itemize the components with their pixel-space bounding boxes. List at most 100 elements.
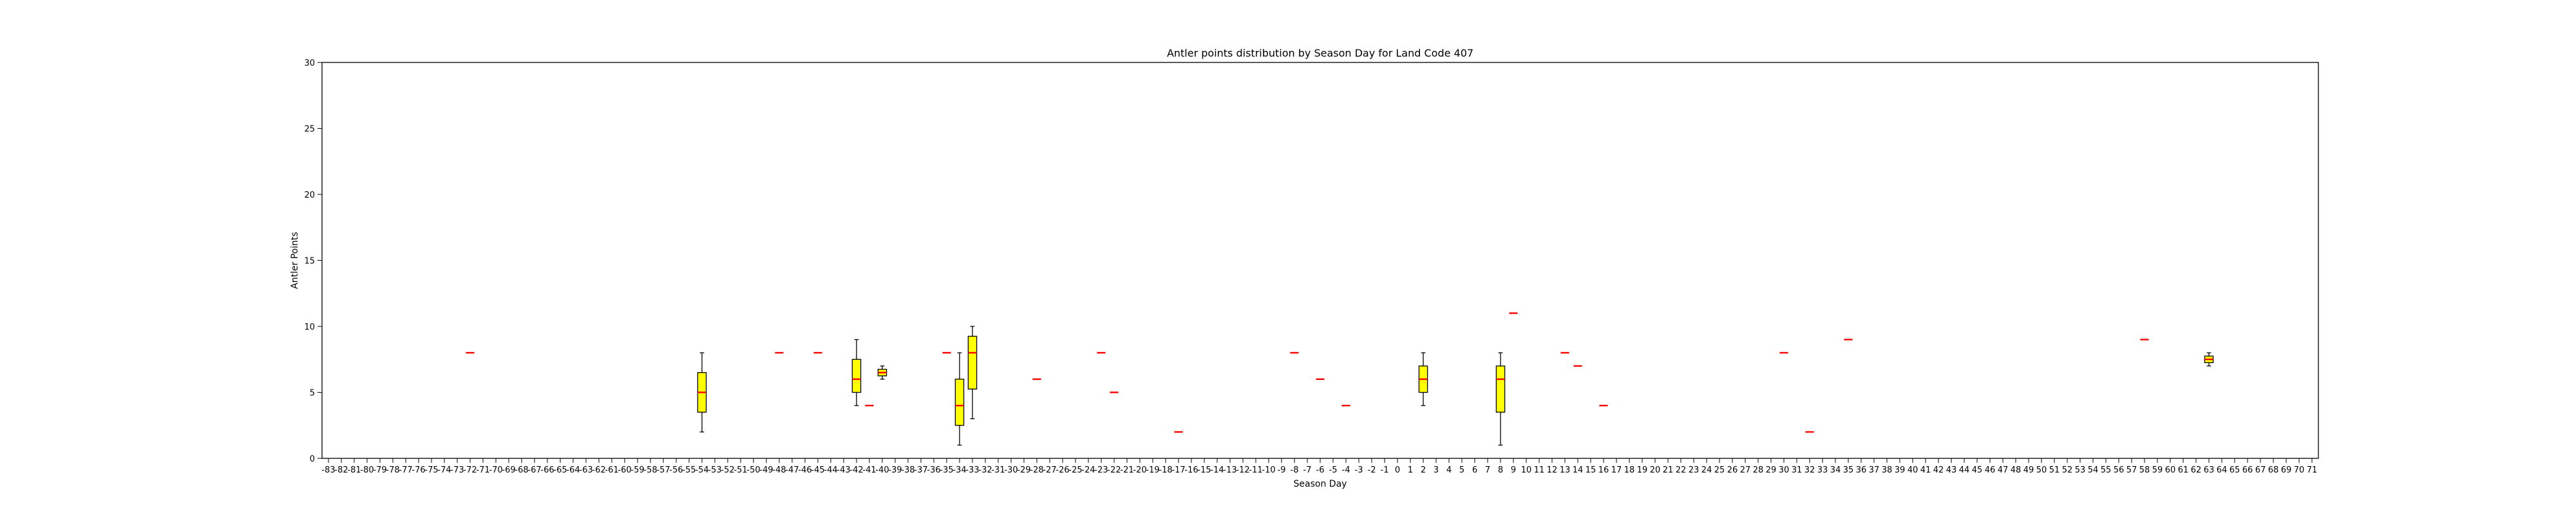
- x-tick-label: 71: [2307, 465, 2318, 475]
- x-tick-label: -12: [1236, 465, 1249, 475]
- x-tick-label: -43: [837, 465, 850, 475]
- x-tick-label: 3: [1434, 465, 1439, 475]
- x-tick-label: -23: [1094, 465, 1108, 475]
- x-tick-label: -80: [360, 465, 374, 475]
- x-tick-label: -46: [798, 465, 811, 475]
- x-tick-label: 24: [1701, 465, 1712, 475]
- x-tick-label: -73: [450, 465, 464, 475]
- x-tick-label: 31: [1792, 465, 1803, 475]
- x-tick-label: 34: [1830, 465, 1841, 475]
- x-tick-label: -1: [1381, 465, 1389, 475]
- x-tick-label: -4: [1342, 465, 1350, 475]
- x-tick-label: -25: [1068, 465, 1082, 475]
- y-axis-label: Antler Points: [290, 232, 300, 289]
- x-tick-label: 20: [1650, 465, 1661, 475]
- x-tick-label: 70: [2294, 465, 2305, 475]
- x-tick-label: -69: [502, 465, 515, 475]
- x-tick-label: 40: [1908, 465, 1918, 475]
- x-tick-label: 68: [2268, 465, 2279, 475]
- x-tick-label: -63: [579, 465, 592, 475]
- x-tick-label: -32: [978, 465, 992, 475]
- box-group: [1495, 352, 1506, 446]
- x-tick-label: 32: [1804, 465, 1815, 475]
- y-tick-label: 0: [310, 454, 315, 464]
- x-tick-label: -18: [1159, 465, 1172, 475]
- x-tick-label: -3: [1355, 465, 1363, 475]
- x-tick-label: -58: [643, 465, 657, 475]
- x-tick-label: -66: [540, 465, 554, 475]
- x-tick-label: 69: [2281, 465, 2292, 475]
- x-tick-label: -60: [618, 465, 631, 475]
- x-tick-label: -74: [437, 465, 451, 475]
- box-iqr: [954, 379, 965, 426]
- box-group: [954, 352, 965, 446]
- x-tick-label: 7: [1485, 465, 1490, 475]
- x-tick-label: 36: [1856, 465, 1867, 475]
- boxes-layer: [466, 312, 2214, 446]
- x-tick-label: 56: [2114, 465, 2125, 475]
- x-tick-label: 30: [1779, 465, 1790, 475]
- x-tick-label: 63: [2204, 465, 2215, 475]
- x-tick-label: -13: [1223, 465, 1236, 475]
- x-tick-label: -50: [746, 465, 760, 475]
- x-tick-label: 25: [1714, 465, 1725, 475]
- x-tick-label: -30: [1004, 465, 1018, 475]
- x-tick-label: 43: [1946, 465, 1957, 475]
- x-tick-label: -16: [1184, 465, 1198, 475]
- x-tick-label: 58: [2139, 465, 2150, 475]
- x-tick-label: -49: [759, 465, 773, 475]
- x-tick-label: 16: [1598, 465, 1609, 475]
- x-tick-label: 11: [1534, 465, 1545, 475]
- x-tick-label: -20: [1133, 465, 1146, 475]
- x-tick-label: 44: [1959, 465, 1970, 475]
- box-group: [851, 339, 862, 406]
- x-tick-label: -82: [334, 465, 348, 475]
- x-tick-label: -26: [1056, 465, 1069, 475]
- x-tick-label: -15: [1197, 465, 1211, 475]
- x-tick-label: 39: [1895, 465, 1906, 475]
- x-tick-label: -31: [991, 465, 1005, 475]
- x-tick-label: 35: [1843, 465, 1854, 475]
- x-tick-label: -64: [566, 465, 580, 475]
- x-tick-label: -55: [682, 465, 696, 475]
- x-tick-label: 19: [1637, 465, 1648, 475]
- x-tick-label: 45: [1972, 465, 1983, 475]
- x-tick-label: -39: [888, 465, 902, 475]
- x-tick-label: -47: [785, 465, 799, 475]
- x-tick-label: 14: [1573, 465, 1584, 475]
- x-tick-label: 55: [2101, 465, 2112, 475]
- x-tick-label: -17: [1171, 465, 1185, 475]
- x-tick-label: -59: [630, 465, 644, 475]
- x-tick-label: 59: [2152, 465, 2163, 475]
- x-tick-label: 64: [2217, 465, 2228, 475]
- x-tick-label: -10: [1262, 465, 1275, 475]
- x-tick-label: 54: [2088, 465, 2099, 475]
- x-tick-label: 37: [1869, 465, 1880, 475]
- y-axis: 0 5 10 15 20 25 30: [304, 59, 322, 464]
- x-tick-label: -57: [656, 465, 670, 475]
- x-tick-label: -54: [695, 465, 708, 475]
- x-tick-label: -40: [875, 465, 889, 475]
- x-tick-label: -67: [527, 465, 541, 475]
- x-tick-label: -61: [605, 465, 618, 475]
- x-tick-label: -7: [1303, 465, 1312, 475]
- y-tick-label: 15: [304, 257, 315, 267]
- x-tick-label: 5: [1459, 465, 1464, 475]
- x-tick-label: -33: [965, 465, 979, 475]
- x-tick-label: 42: [1933, 465, 1944, 475]
- x-tick-label: -6: [1316, 465, 1325, 475]
- x-tick-label: -41: [862, 465, 876, 475]
- y-tick-label: 10: [304, 323, 315, 332]
- x-tick-label: -37: [914, 465, 927, 475]
- x-tick-label: -35: [940, 465, 953, 475]
- x-tick-label: 48: [2011, 465, 2022, 475]
- x-tick-label: -71: [476, 465, 489, 475]
- x-tick-label: -44: [824, 465, 837, 475]
- x-tick-label: -9: [1278, 465, 1286, 475]
- x-tick-label: -70: [489, 465, 502, 475]
- x-tick-label: 67: [2255, 465, 2266, 475]
- box-iqr: [967, 335, 978, 390]
- x-tick-label: -65: [553, 465, 567, 475]
